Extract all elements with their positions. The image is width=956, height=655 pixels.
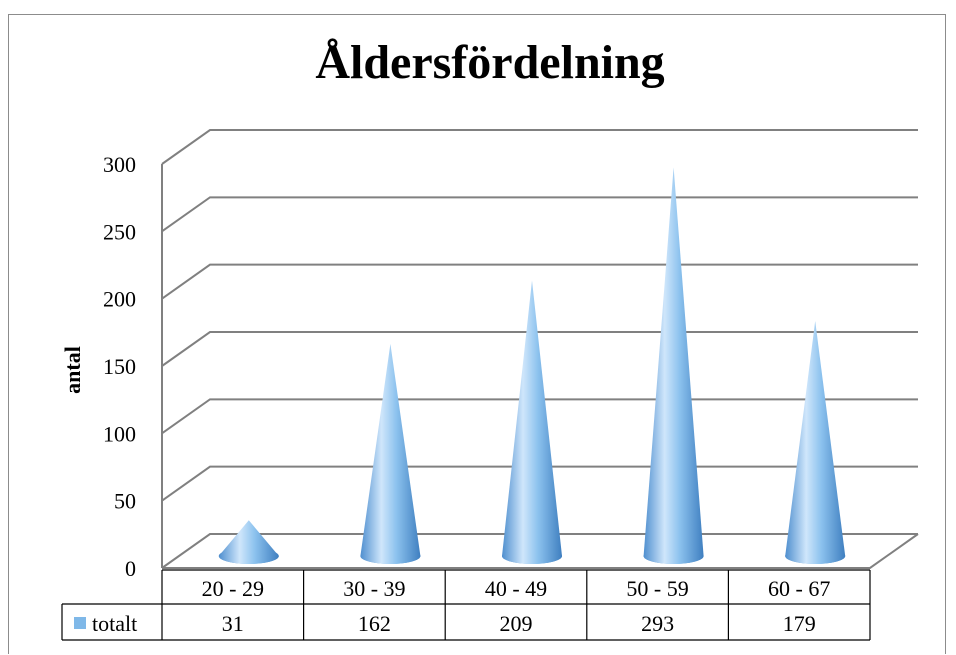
y-axis-label: antal xyxy=(60,346,85,394)
y-tick-label: 100 xyxy=(103,421,136,446)
y-tick-label: 300 xyxy=(103,152,136,177)
cone-body xyxy=(643,167,704,564)
cone-body xyxy=(218,520,279,564)
x-tick-label: 20 - 29 xyxy=(202,576,264,601)
data-label: 209 xyxy=(500,611,533,636)
cones xyxy=(218,167,846,564)
y-axis-ticks: 0 50 100 150 200 250 300 xyxy=(103,152,136,581)
cone-bar xyxy=(218,520,279,564)
data-table: 20 - 29 30 - 39 40 - 49 50 - 59 60 - 67 31 162… xyxy=(61,569,871,641)
cone-body xyxy=(502,280,562,564)
cone-bar xyxy=(360,343,421,564)
cone-bar xyxy=(502,280,562,564)
cone-body xyxy=(360,343,421,564)
y-tick-label: 200 xyxy=(103,287,136,312)
gridline xyxy=(161,196,918,233)
data-label: 293 xyxy=(641,611,674,636)
gridline xyxy=(161,129,918,165)
legend-series-name: totalt xyxy=(92,611,137,636)
grid xyxy=(161,129,919,569)
y-tick-label: 0 xyxy=(125,556,136,581)
data-label: 162 xyxy=(358,611,391,636)
gridline xyxy=(161,263,918,300)
chart-title: Åldersfördelning xyxy=(315,36,664,89)
floor-edge xyxy=(162,533,919,569)
legend-swatch xyxy=(74,617,86,629)
x-tick-label: 40 - 49 xyxy=(485,576,547,601)
x-tick-label: 30 - 39 xyxy=(343,576,405,601)
cone-bar xyxy=(643,167,704,564)
cone-body xyxy=(785,320,846,564)
y-tick-label: 50 xyxy=(114,489,136,514)
data-label: 179 xyxy=(783,611,816,636)
cone-bar xyxy=(785,320,846,564)
y-tick-label: 150 xyxy=(103,354,136,379)
y-tick-label: 250 xyxy=(103,219,136,244)
data-label: 31 xyxy=(222,611,244,636)
x-tick-label: 60 - 67 xyxy=(768,576,830,601)
x-tick-label: 50 - 59 xyxy=(626,576,688,601)
